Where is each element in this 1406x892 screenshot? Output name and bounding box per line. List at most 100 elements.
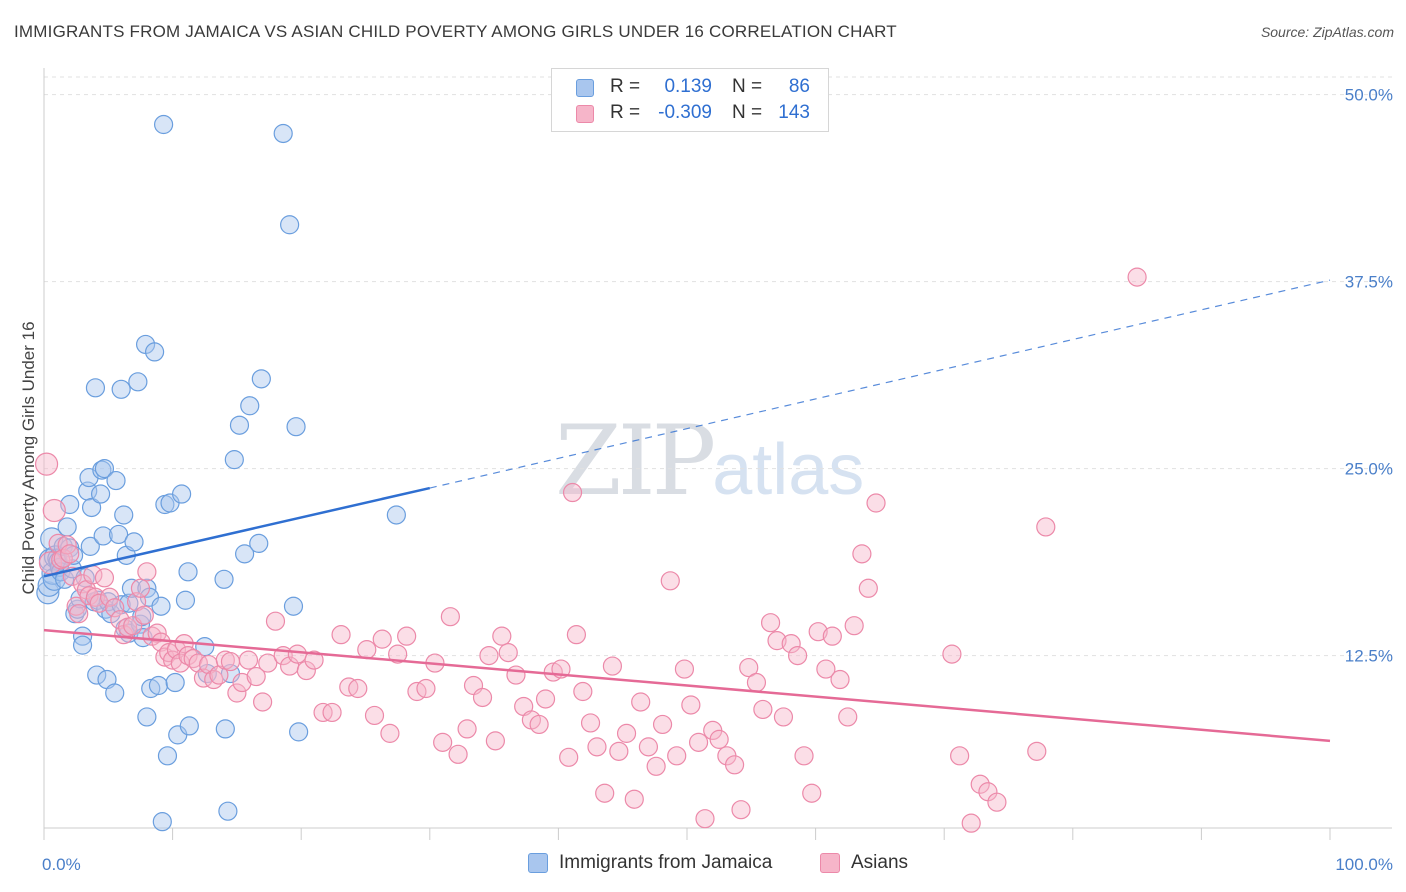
jamaica-point [235,544,255,564]
asian-point [287,644,307,664]
asian-point [942,644,962,664]
asian-point [220,651,241,672]
asian-point [357,640,377,660]
asian-point [535,689,556,709]
y-tick-label: 50.0% [1345,86,1393,105]
jamaica-point [87,665,107,685]
asian-point [580,713,601,733]
jamaica-point [218,801,238,821]
jamaica-point [72,635,93,655]
asian-point [1027,741,1047,761]
asian-point [232,672,252,693]
jamaica-point [175,590,196,610]
asian-point [372,629,392,649]
jamaica-point [280,215,300,235]
asian-point [616,723,637,743]
asian-point [760,613,781,633]
jamaica-point [94,459,115,479]
jamaica-point [128,372,148,392]
grid-lines [44,76,1392,657]
jamaica-point [36,581,60,605]
asian-point [781,634,801,654]
asian-point [858,578,878,598]
asian-point [105,598,125,618]
asian-point [60,544,80,564]
asian-point [816,659,836,679]
asian-point [808,622,828,642]
jamaica-point [54,569,75,589]
jamaica-point [157,746,178,766]
asian-point [838,707,858,727]
asian-point [188,653,208,673]
asian-point [866,493,886,513]
asian-point [688,732,709,752]
asian-point [296,660,316,681]
jamaica-point [386,505,406,525]
asian-point [380,723,400,743]
asian-point [822,626,842,646]
asian-point [753,699,773,720]
asian-point [348,678,368,699]
chart-title: IMMIGRANTS FROM JAMAICA VS ASIAN CHILD P… [14,22,897,41]
asian-point [724,755,745,775]
asian-point [802,783,822,803]
jamaica-point [111,379,131,399]
legend-swatch-asians [820,853,840,873]
asian-point [492,626,512,646]
trend-lines [43,279,1331,743]
legend-swatch-jamaica [528,853,548,873]
asian-point [66,596,86,616]
asian-point [638,737,659,757]
jamaica-point [289,722,309,742]
tick-labels: 12.5% 25.0% 37.5% 50.0% 0.0% 100.0% [42,86,1393,874]
watermark: ZIPatlas [555,405,864,517]
y-tick-label: 25.0% [1345,460,1393,479]
jamaica-point [141,678,161,699]
asian-point [397,626,417,646]
jamaica-point [144,342,165,362]
asian-point [631,692,651,712]
asian-point [950,746,970,766]
jamaica-point [151,596,171,616]
jamaica-point [85,378,106,398]
series-asians-points [34,267,1147,833]
asian-point [667,746,687,766]
asian-point [322,702,342,723]
legend-r-label: R = [610,102,641,123]
legend-swatch-jamaica [576,79,594,97]
asian-point [42,498,66,523]
stats-legend: R = 0.139 N = 86 R = -0.309 N = 143 [551,68,829,132]
asian-point [852,544,872,564]
jamaica-point [114,505,134,525]
jamaica-point [106,470,126,491]
asian-point [388,644,408,664]
source-credit: Source: ZipAtlas.com [1260,24,1394,40]
jamaica-point [273,123,293,144]
asian-point [498,643,518,663]
asian-point [448,744,468,764]
jamaica-point [249,533,269,554]
asian-point [130,578,151,598]
jamaica-point [179,716,199,736]
asian-point [440,607,460,627]
jamaica-point [229,415,250,435]
jamaica-point [148,675,169,696]
legend-r-label: R = [610,76,641,97]
y-tick-label: 37.5% [1345,273,1393,292]
asian-point [573,681,593,702]
jamaica-point [124,532,144,552]
asian-point [433,732,453,752]
asian-point [739,657,759,678]
asian-point [602,656,623,676]
asian-point [364,705,385,726]
asian-point [660,571,680,591]
legend-r-value: -0.309 [658,102,712,123]
y-tick-label: 12.5% [1345,647,1393,666]
asian-point [258,653,278,673]
asian-point [163,650,183,670]
jamaica-point [80,536,100,556]
jamaica-point [215,719,235,739]
asian-point [79,586,99,606]
jamaica-point [90,484,111,504]
asian-point [609,741,629,761]
